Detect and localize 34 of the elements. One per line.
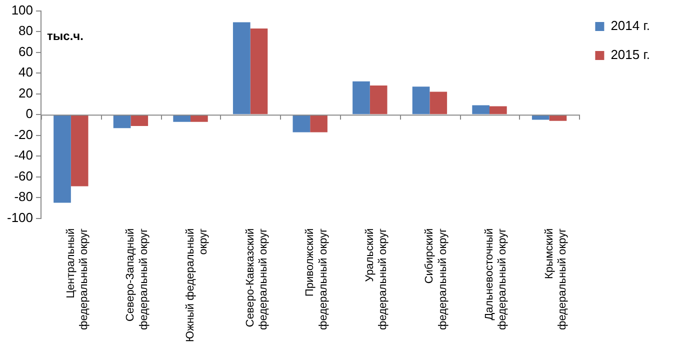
bar — [472, 105, 490, 114]
y-tick-label: 20 — [18, 85, 34, 100]
y-tick-label: -20 — [14, 126, 34, 142]
bar — [430, 92, 448, 114]
y-tick-label: -40 — [14, 148, 34, 163]
y-tick-label: -80 — [14, 189, 34, 204]
bar — [352, 81, 370, 114]
bar — [292, 115, 310, 132]
bar — [412, 86, 430, 114]
bar — [190, 115, 208, 122]
bar — [310, 115, 328, 132]
bar — [490, 106, 507, 114]
y-tick-label: -60 — [14, 168, 34, 184]
x-tick-label: Центральный федеральный округ — [64, 228, 90, 330]
legend-label: 2014 г. — [610, 18, 650, 34]
y-tick-label: 80 — [18, 23, 34, 38]
bar — [130, 115, 148, 126]
bar — [370, 86, 388, 114]
bar — [549, 115, 567, 121]
x-tick-label: Южный федеральный округ — [184, 228, 210, 342]
y-tick-label: 0 — [26, 106, 34, 122]
legend-label: 2015 г. — [610, 47, 650, 62]
bar — [173, 115, 191, 122]
bar — [70, 115, 88, 186]
y-tick-label: 60 — [18, 44, 34, 59]
bar — [250, 28, 268, 114]
y-tick-label: 40 — [18, 64, 34, 80]
y-axis-title: тыс.ч. — [47, 29, 84, 44]
bar — [113, 115, 131, 128]
bar — [232, 22, 250, 114]
bar — [54, 115, 71, 203]
y-tick-label: 100 — [11, 2, 34, 18]
y-tick-label: -100 — [6, 210, 34, 225]
bar — [532, 115, 550, 120]
